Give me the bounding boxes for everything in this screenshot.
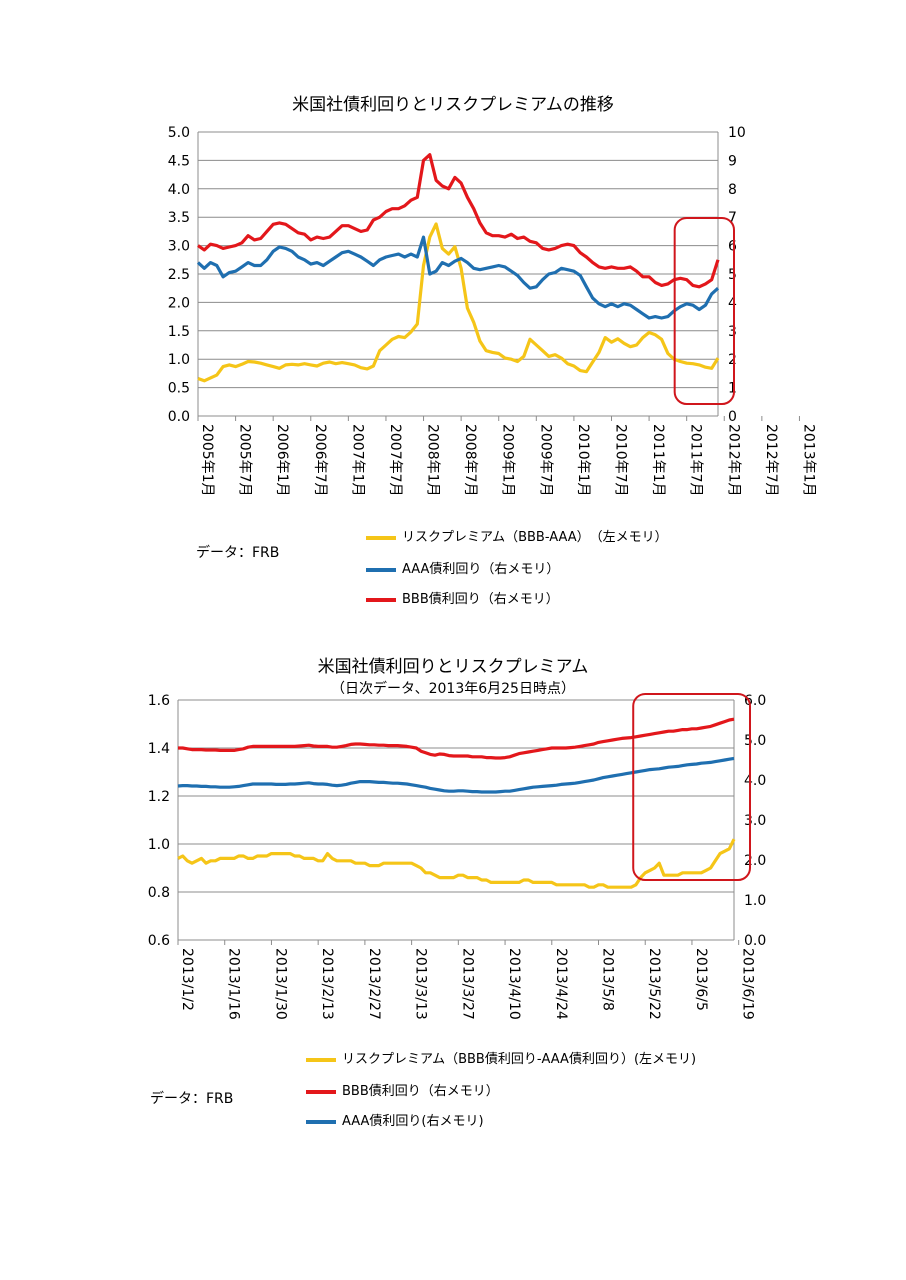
- c1-y-right-tick-label: 1: [728, 381, 737, 397]
- c2-x-tick-label: 2013/1/2: [179, 948, 195, 1011]
- c1-y-right-tick-label: 6: [728, 239, 737, 255]
- c2-x-tick-label: 2013/4/10: [506, 948, 522, 1020]
- c1-x-tick-label: 2007年1月: [349, 424, 365, 497]
- c1-y-right-tick-label: 2: [728, 352, 737, 368]
- c1-x-tick-label: 2012年1月: [725, 424, 741, 497]
- chart-1-plot: 0.0 0.5 1.0 1.5 2.0 2.5 3.0 3.5 4.0 4.5 5.0 0 1 2 3 4 5 6…: [168, 125, 817, 497]
- c1-y-right-tick-label: 4: [728, 295, 737, 311]
- legend-swatch-blue-2: [306, 1119, 336, 1124]
- legend-swatch-blue: [366, 567, 396, 572]
- c1-x-tick-label: 2005年1月: [199, 424, 215, 497]
- chart-1: 米国社債利回りとリスクプレミアムの推移 0.0 0.5 1.0 1.5 2.0 2.5 3.…: [0, 0, 906, 620]
- chart-2-title: 米国社債利回りとリスクプレミアム: [317, 657, 589, 677]
- c2-y-right-tick-label: 2.0: [744, 853, 766, 869]
- c1-y-right-tick-label: 10: [728, 125, 746, 141]
- c1-x-tick-label: 2008年7月: [462, 424, 478, 497]
- c1-x-tick-label: 2008年1月: [425, 424, 441, 497]
- legend-item-bbb: BBB債利回り（右メモリ）: [366, 588, 559, 607]
- c2-x-tick-label: 2013/2/27: [366, 948, 382, 1020]
- legend-swatch-red-2: [306, 1089, 336, 1094]
- c2-y-right-tick-label: 1.0: [744, 893, 766, 909]
- chart-2-source-note: データ：FRB: [150, 1091, 234, 1107]
- c1-x-tick-label: 2010年1月: [575, 424, 591, 497]
- c1-x-tick-label: 2012年7月: [763, 424, 779, 497]
- c1-y-right-tick-label: 7: [728, 210, 737, 226]
- c1-y-left-tick-label: 0.5: [168, 381, 190, 397]
- c2-series-line-0: [177, 838, 736, 889]
- c2-y-right-tick-label: 6.0: [744, 693, 766, 709]
- legend-swatch-yellow-2: [306, 1057, 336, 1062]
- c2-x-tick-label: 2013/3/27: [459, 948, 475, 1020]
- c1-series-line-0: [197, 222, 720, 383]
- c2-x-tick-label: 2013/2/13: [319, 948, 335, 1020]
- c2-highlight-box: [632, 693, 751, 881]
- c2-y-left-tick-label: 1.0: [148, 837, 170, 853]
- c2-series-line-2: [177, 756, 735, 794]
- c1-series-line-1: [196, 235, 720, 320]
- c1-x-tick-label: 2011年7月: [688, 424, 704, 497]
- c2-x-tick-label: 2013/1/16: [226, 948, 242, 1020]
- c2-x-tick-label: 2013/6/5: [693, 948, 709, 1011]
- c1-y-left-tick-label: 3.0: [168, 239, 190, 255]
- c1-x-tick-label: 2007年7月: [387, 424, 403, 497]
- c2-y-right-tick-label: 0.0: [744, 933, 766, 949]
- c1-y-right-tick-label: 9: [728, 153, 737, 169]
- c2-x-tick-label: 2013/1/30: [272, 948, 288, 1020]
- legend-item-aaa-2: AAA債利回り(右メモリ): [306, 1110, 484, 1129]
- c2-y-left-tick-label: 0.6: [148, 933, 170, 949]
- c1-x-tick-label: 2009年1月: [500, 424, 516, 497]
- c1-y-left-tick-label: 1.5: [168, 324, 190, 340]
- c1-y-left-tick-label: 1.0: [168, 352, 190, 368]
- legend-item-risk-premium: リスクプレミアム（BBB-AAA） （左メモリ）: [366, 526, 668, 545]
- c1-series-line-2: [197, 153, 720, 289]
- c1-y-left-tick-label: 4.0: [168, 182, 190, 198]
- c1-x-tick-label: 2006年7月: [312, 424, 328, 497]
- c2-y-left-tick-label: 0.8: [148, 885, 170, 901]
- chart-1-title: 米国社債利回りとリスクプレミアムの推移: [292, 95, 614, 115]
- c1-x-tick-label: 2009年7月: [537, 424, 553, 497]
- c1-x-tick-label: 2006年1月: [274, 424, 290, 497]
- chart-2-plot: 0.6 0.8 1.0 1.2 1.4 1.6 0.0 1.0 2.0 3.0 4.0 5.0 6.0 2…: [148, 693, 766, 1020]
- c2-x-tick-label: 2013/4/24: [553, 948, 569, 1020]
- chart-2: 米国社債利回りとリスクプレミアム （日次データ、2013年6月25日時点） 0.…: [0, 630, 906, 1130]
- c1-y-left-tick-label: 2.5: [168, 267, 190, 283]
- chart-1-source-note: データ：FRB: [196, 545, 280, 561]
- c1-y-right-tick-label: 3: [728, 324, 737, 340]
- c2-y-left-tick-label: 1.2: [148, 789, 170, 805]
- legend-item-aaa: AAA債利回り（右メモリ）: [366, 558, 559, 577]
- c2-x-tick-label: 2013/3/13: [413, 948, 429, 1020]
- c1-y-left-tick-label: 3.5: [168, 210, 190, 226]
- c2-x-tick-label: 2013/5/8: [600, 948, 616, 1011]
- legend-swatch-yellow: [366, 535, 396, 540]
- c1-y-right-tick-label: 0: [728, 409, 737, 425]
- c2-x-tick-label: 2013/6/19: [740, 948, 756, 1020]
- c2-y-right-tick-label: 5.0: [744, 733, 766, 749]
- c1-y-left-tick-label: 4.5: [168, 153, 190, 169]
- c1-y-right-tick-label: 5: [728, 267, 737, 283]
- c1-x-tick-label: 2010年7月: [612, 424, 628, 497]
- c1-y-left-tick-label: 0.0: [168, 409, 190, 425]
- c2-series-line-1: [178, 717, 735, 760]
- c1-y-left-tick-label: 5.0: [168, 125, 190, 141]
- c1-x-tick-label: 2005年7月: [237, 424, 253, 497]
- legend-swatch-red: [366, 597, 396, 602]
- c1-x-tick-label: 2011年1月: [650, 424, 666, 497]
- c1-y-left-tick-label: 2.0: [168, 295, 190, 311]
- c2-y-right-tick-label: 4.0: [744, 773, 766, 789]
- c2-y-right-tick-label: 3.0: [744, 813, 766, 829]
- c2-x-tick-label: 2013/5/22: [646, 948, 662, 1020]
- c2-y-left-tick-label: 1.4: [148, 741, 170, 757]
- legend-item-risk-premium-2: リスクプレミアム（BBB債利回り-AAA債利回り）(左メモリ): [306, 1048, 696, 1067]
- chart-2-subtitle: （日次データ、2013年6月25日時点）: [331, 681, 575, 697]
- legend-item-bbb-2: BBB債利回り（右メモリ）: [306, 1080, 499, 1099]
- c2-y-left-tick-label: 1.6: [148, 693, 170, 709]
- c1-y-right-tick-label: 8: [728, 182, 737, 198]
- c1-highlight-box: [673, 217, 735, 405]
- c1-x-tick-label: 2013年1月: [800, 424, 816, 497]
